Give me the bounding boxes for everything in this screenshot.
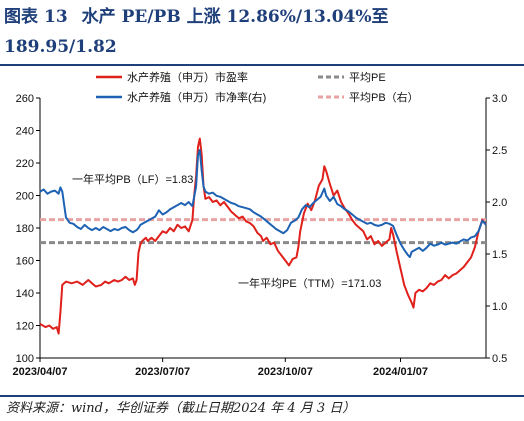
title-line-1: 水产 PE/PB 上涨 12.86%/13.04%至: [81, 7, 389, 27]
y-left-tick-label: 140: [16, 288, 34, 300]
legend-label-pb-avg: 平均PB（右）: [349, 90, 419, 104]
chart-title: 图表 13 水产 PE/PB 上涨 12.86%/13.04%至 189.95/1.…: [4, 2, 520, 62]
y-right-tick-label: 0.5: [492, 353, 507, 365]
figure-number: 13: [44, 7, 68, 27]
figure-label: 图表: [4, 7, 38, 27]
y-right-tick-label: 1.0: [492, 301, 507, 313]
x-tick-label: 2023/04/07: [12, 366, 67, 378]
legend-label-pe-avg: 平均PE: [349, 71, 386, 84]
pb-series-line: [39, 149, 487, 259]
x-tick-label: 2023/07/07: [135, 366, 190, 378]
annotation-pe-average: 一年平均PE（TTM）=171.03: [238, 276, 381, 290]
source-divider: [0, 395, 524, 397]
legend: 水产养殖（申万）市盈率 水产养殖（申万）市净率(右) 平均PE 平均PB（右）: [96, 70, 419, 104]
y-left-tick-label: 200: [16, 191, 34, 203]
annotation-pb-average: 一年平均PB（LF）=1.83: [72, 172, 193, 186]
y-right-tick-label: 1.5: [492, 249, 507, 261]
source-note: 资料来源：wind，华创证券（截止日期2024 年 4 月 3 日）: [6, 401, 356, 416]
y-left-tick-label: 260: [16, 93, 34, 105]
y-left-tick-label: 160: [16, 256, 34, 268]
y-left-tick-label: 240: [16, 126, 34, 138]
y-left-tick-label: 120: [16, 321, 34, 333]
legend-label-pe: 水产养殖（申万）市盈率: [127, 70, 248, 84]
title-line-2: 189.95/1.82: [4, 37, 117, 57]
pe-pb-chart: 水产养殖（申万）市盈率 水产养殖（申万）市净率(右) 平均PE 平均PB（右） …: [12, 70, 507, 378]
y-right-tick-label: 3.0: [492, 93, 507, 105]
x-tick-label: 2023/10/07: [258, 366, 313, 378]
legend-label-pb: 水产养殖（申万）市净率(右): [127, 90, 266, 104]
y-left-tick-label: 220: [16, 158, 34, 170]
y-left-tick-label: 100: [16, 353, 34, 365]
y-right-tick-label: 2.5: [492, 145, 507, 157]
title-divider: [0, 64, 524, 66]
y-right-tick-label: 2.0: [492, 197, 507, 209]
pe-series-line: [39, 137, 487, 335]
x-tick-label: 2024/01/07: [373, 366, 428, 378]
y-left-tick-label: 180: [16, 223, 34, 235]
